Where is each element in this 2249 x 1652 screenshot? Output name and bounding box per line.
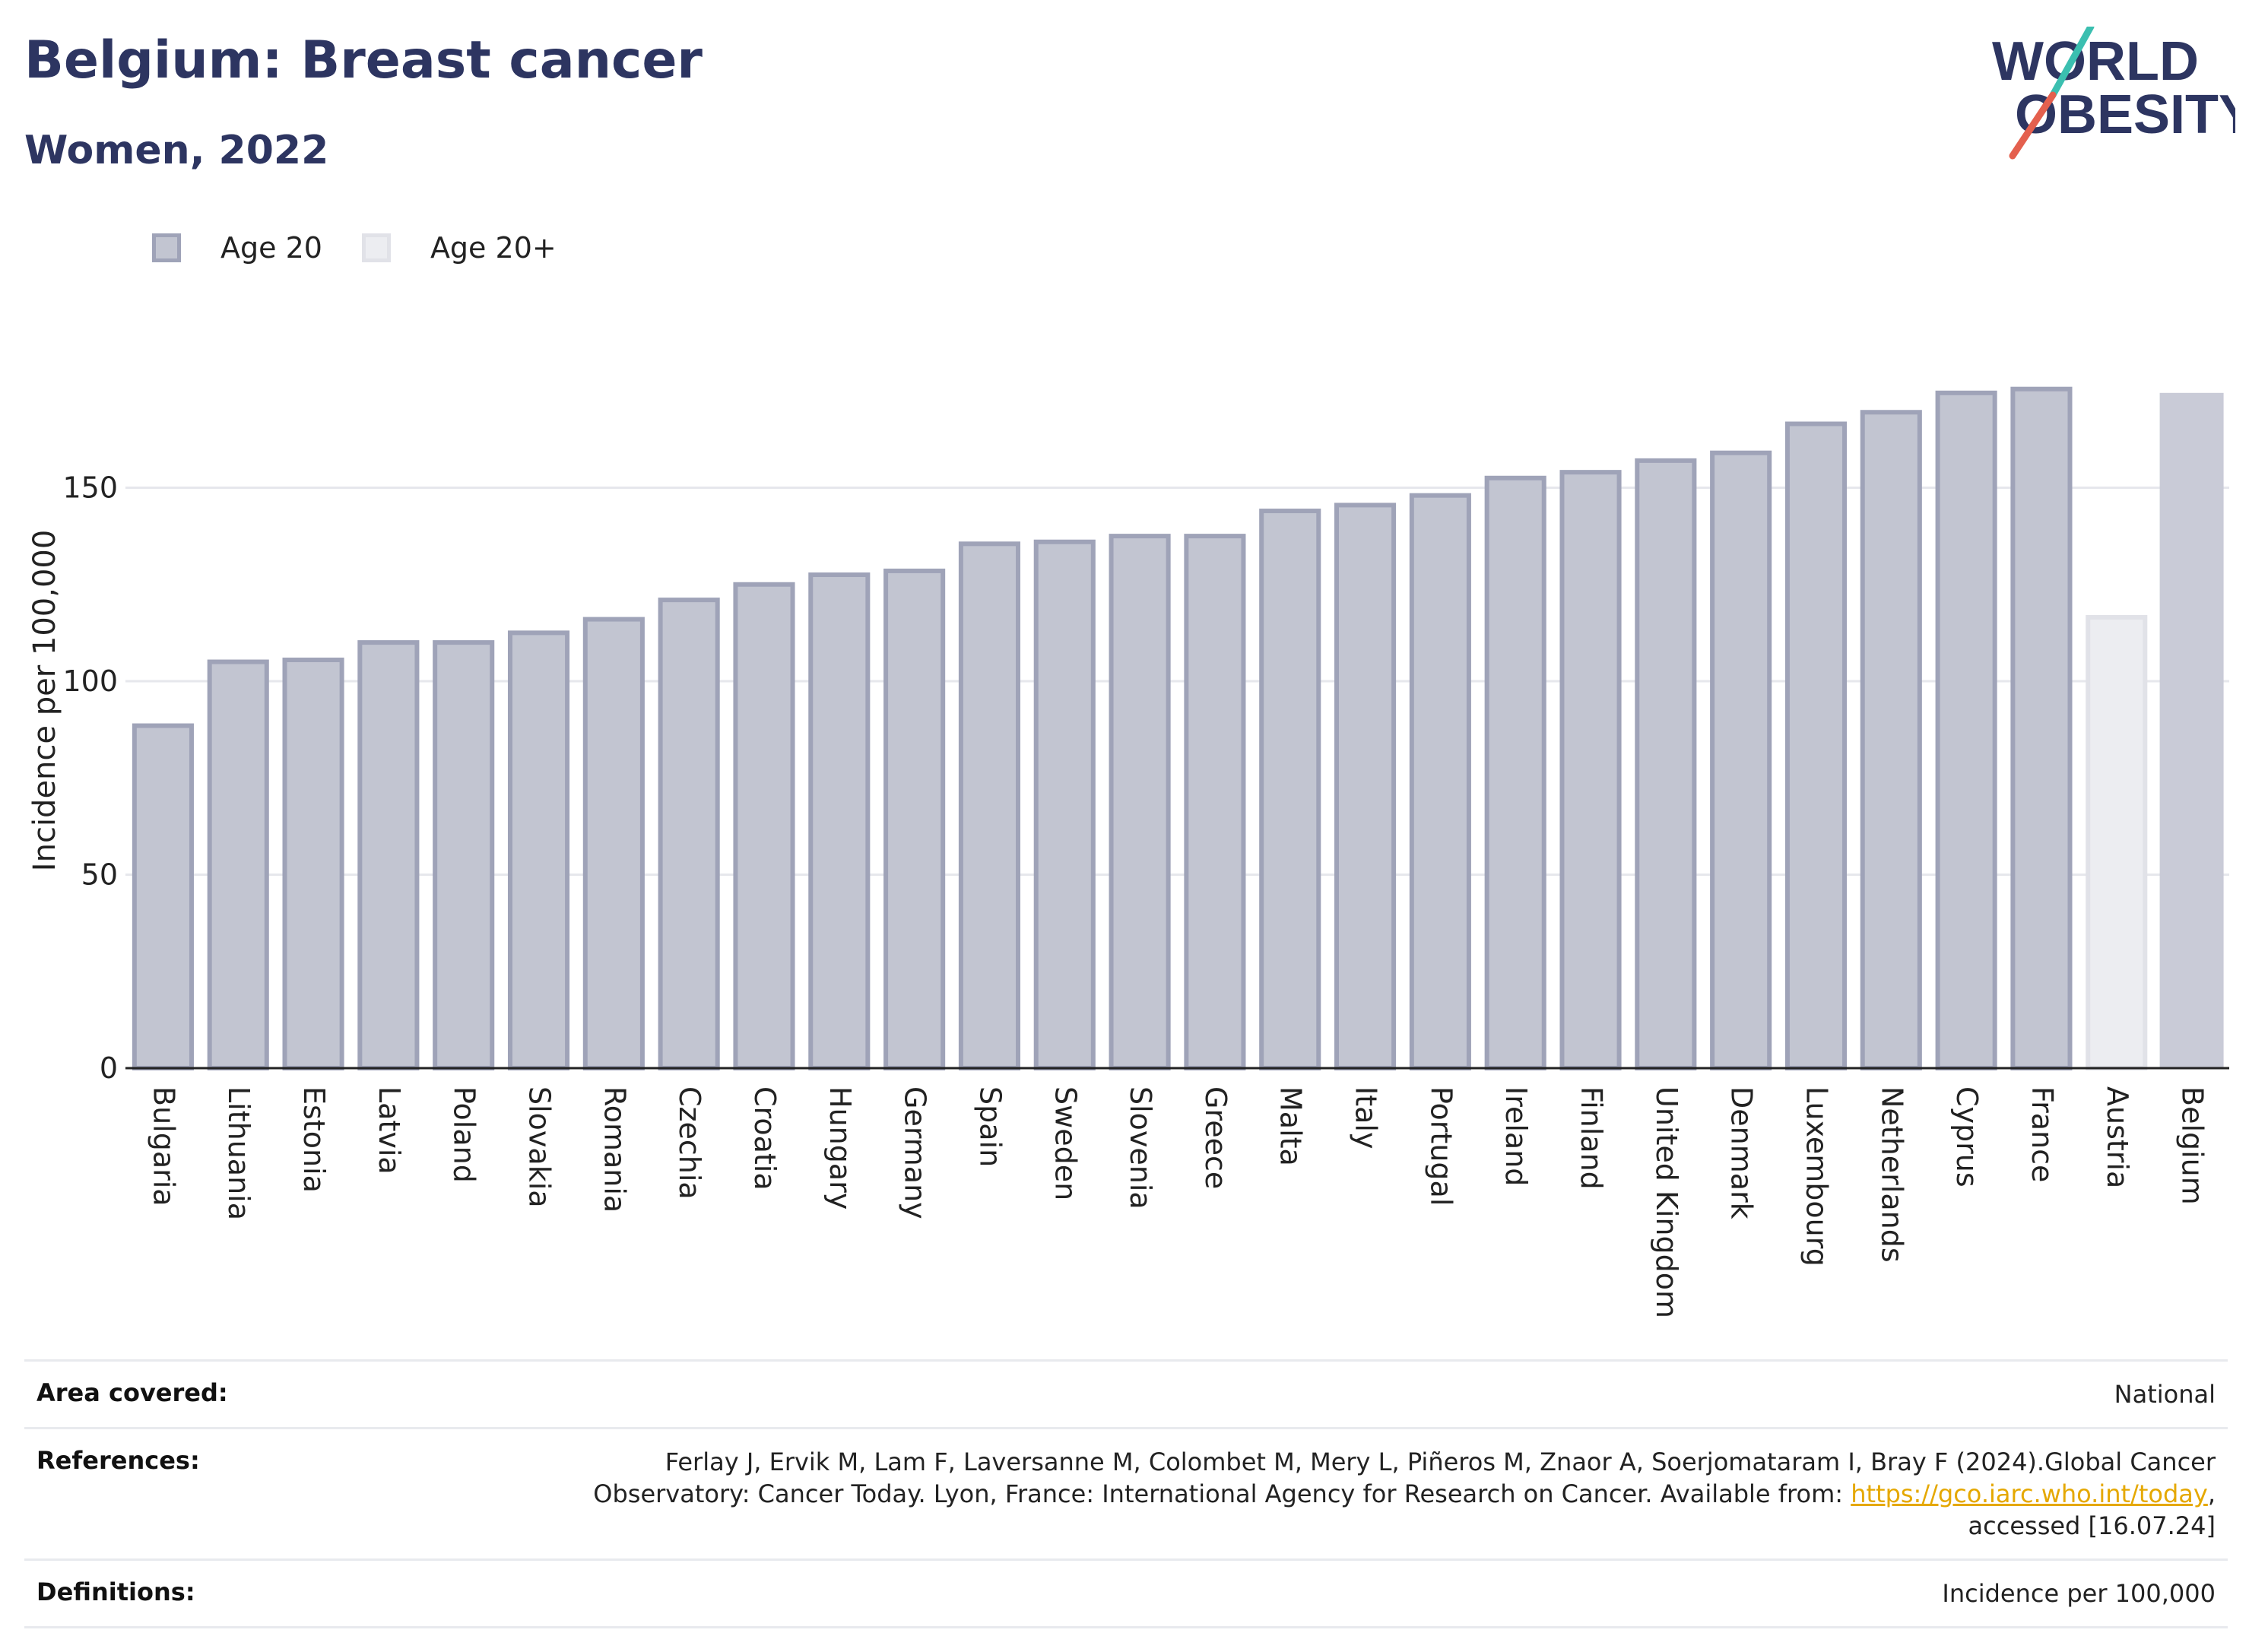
bar-finland — [1559, 470, 1622, 1070]
x-tick-label: Bulgaria — [147, 1086, 180, 1206]
bar-netherlands — [1860, 410, 1922, 1070]
x-tick-label: Italy — [1350, 1086, 1383, 1149]
bar-poland — [433, 640, 495, 1071]
bar-czechia — [658, 598, 720, 1070]
x-tick-label: Spain — [973, 1086, 1007, 1167]
bar-united-kingdom — [1635, 458, 1697, 1070]
x-tick-label: Luxembourg — [1800, 1086, 1833, 1267]
y-axis-label: Incidence per 100,000 — [27, 530, 62, 871]
page-subtitle: Women, 2022 — [24, 128, 329, 173]
bar-slovakia — [507, 630, 570, 1070]
references-line-1: Ferlay J, Ervik M, Lam F, Laversanne M, … — [665, 1447, 2216, 1476]
bar-slovenia — [1109, 534, 1171, 1070]
x-tick-label: Hungary — [823, 1086, 857, 1210]
y-tick-label: 0 — [100, 1051, 118, 1085]
y-tick-label: 50 — [81, 858, 118, 892]
y-tick-label: 150 — [62, 471, 118, 505]
bar-sweden — [1033, 539, 1096, 1070]
bar-austria — [2086, 615, 2148, 1070]
x-tick-label: Belgium — [2176, 1086, 2209, 1205]
bar-bulgaria — [132, 723, 194, 1070]
bar-hungary — [808, 572, 871, 1070]
x-tick-label: Greece — [1199, 1086, 1232, 1189]
bar-lithuania — [207, 659, 269, 1070]
x-tick-label: France — [2025, 1086, 2059, 1182]
bar-portugal — [1409, 493, 1471, 1070]
bar-luxembourg — [1784, 421, 1848, 1070]
x-tick-label: Slovakia — [523, 1086, 557, 1208]
legend-swatch-age-20 — [152, 233, 181, 262]
bar-italy — [1334, 503, 1397, 1070]
area-covered-value: National — [2114, 1380, 2216, 1409]
info-row-definitions: Definitions: Incidence per 100,000 — [24, 1561, 2228, 1628]
area-covered-label: Area covered: — [36, 1378, 228, 1407]
x-tick-label: United Kingdom — [1650, 1086, 1683, 1318]
y-tick-label: 100 — [62, 664, 118, 698]
bar-belgium — [2159, 392, 2224, 1068]
bar-estonia — [282, 658, 344, 1070]
legend-label-age-20-plus: Age 20+ — [430, 231, 557, 265]
logo-line-1: WORLD — [1992, 31, 2199, 92]
x-tick-label: Poland — [448, 1086, 481, 1183]
x-tick-label: Netherlands — [1875, 1086, 1908, 1263]
x-tick-label: Germany — [899, 1086, 932, 1219]
x-tick-label: Austria — [2101, 1086, 2134, 1188]
legend-label-age-20: Age 20 — [220, 231, 322, 265]
bar-france — [2010, 386, 2073, 1070]
x-tick-label: Cyprus — [1950, 1086, 1984, 1187]
bar-ireland — [1484, 475, 1546, 1070]
bar-croatia — [733, 582, 795, 1070]
references-line-2-text: Observatory: Cancer Today. Lyon, France:… — [593, 1479, 1851, 1508]
bar-denmark — [1710, 450, 1772, 1070]
references-line-2-end: , — [2207, 1479, 2216, 1508]
page-title: Belgium: Breast cancer — [24, 30, 703, 90]
references-line-2: Observatory: Cancer Today. Lyon, France:… — [593, 1478, 2216, 1510]
info-row-area: Area covered: National — [24, 1362, 2228, 1429]
chart-legend: Age 20 Age 20+ — [152, 227, 596, 269]
x-tick-label: Finland — [1575, 1086, 1608, 1190]
x-tick-label: Croatia — [748, 1086, 782, 1191]
bar-malta — [1259, 509, 1321, 1071]
x-tick-label: Slovenia — [1124, 1086, 1157, 1210]
references-line-3: accessed [16.07.24] — [1968, 1511, 2216, 1540]
legend-swatch-age-20-plus — [361, 233, 391, 262]
bar-cyprus — [1935, 390, 1997, 1071]
info-table: Area covered: National References: Ferla… — [24, 1359, 2228, 1628]
logo-slash-red — [2009, 91, 2057, 160]
definitions-value: Incidence per 100,000 — [1942, 1579, 2216, 1608]
bar-spain — [958, 541, 1020, 1070]
x-tick-label: Romania — [598, 1086, 631, 1213]
x-tick-label: Ireland — [1499, 1086, 1533, 1186]
definitions-label: Definitions: — [36, 1577, 195, 1606]
x-tick-label: Latvia — [373, 1086, 406, 1175]
bar-greece — [1184, 534, 1246, 1070]
x-tick-label: Lithuania — [222, 1086, 255, 1220]
x-tick-label: Czechia — [673, 1086, 706, 1200]
references-label: References: — [36, 1446, 200, 1475]
bar-romania — [582, 617, 645, 1070]
bar-latvia — [357, 640, 420, 1071]
x-tick-label: Estonia — [297, 1086, 331, 1193]
logo-line-2: OBESITY — [2015, 84, 2235, 145]
references-value: Ferlay J, Ervik M, Lam F, Laversanne M, … — [593, 1446, 2216, 1542]
x-tick-label: Malta — [1274, 1086, 1308, 1166]
x-tick-label: Sweden — [1048, 1086, 1082, 1200]
references-link[interactable]: https://gco.iarc.who.int/today — [1851, 1479, 2208, 1508]
logo-slash-teal — [2049, 27, 2095, 99]
x-tick-label: Portugal — [1424, 1086, 1458, 1206]
legend-item-age-20-plus[interactable]: Age 20+ — [361, 231, 557, 265]
info-row-references: References: Ferlay J, Ervik M, Lam F, La… — [24, 1429, 2228, 1561]
x-tick-label: Denmark — [1725, 1086, 1759, 1219]
world-obesity-logo: WORLD OBESITY — [1992, 27, 2235, 160]
bar-germany — [883, 568, 946, 1070]
legend-item-age-20[interactable]: Age 20 — [152, 231, 322, 265]
